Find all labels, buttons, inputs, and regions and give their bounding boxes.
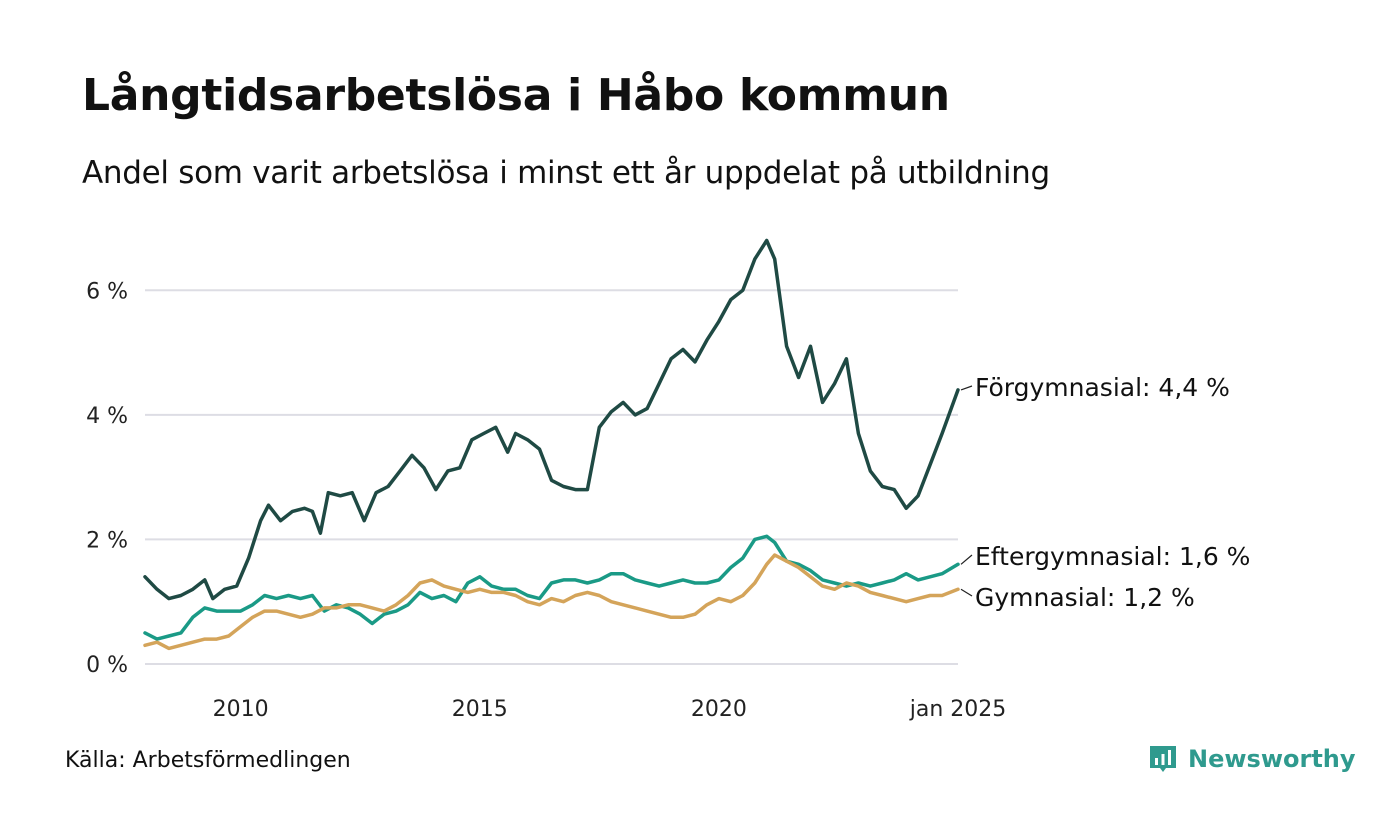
series-line [143,238,960,601]
x-tick-label: 2020 [691,697,747,722]
series-line [143,534,960,641]
newsworthy-logo-icon [1150,746,1176,772]
chart-title: Långtidsarbetslösa i Håbo kommun [82,70,950,121]
newsworthy-logo-text: Newsworthy [1188,745,1356,773]
series-end-label: Förgymnasial: 4,4 % [975,373,1230,402]
label-leader-line [960,385,973,391]
series-line [143,553,960,651]
x-tick-label: 2010 [213,697,269,722]
y-tick-label: 6 % [86,279,128,304]
series-end-label: Gymnasial: 1,2 % [975,583,1195,612]
label-leader-line [960,588,973,597]
y-tick-label: 4 % [86,404,128,429]
chart-subtitle: Andel som varit arbetslösa i minst ett å… [82,155,1050,191]
line-chart: 0 % 2 % 4 % 6 % 2010 2015 2020 jan 2025 Förgymna… [86,238,1250,722]
newsworthy-logo: Newsworthy [1148,744,1356,774]
x-tick-label: 2015 [452,697,508,722]
source-note: Källa: Arbetsförmedlingen [65,748,351,773]
label-leader-line [960,554,973,565]
y-tick-label: 2 % [86,528,128,553]
y-tick-label: 0 % [86,653,128,678]
x-tick-label: jan 2025 [909,697,1007,722]
series-end-label: Eftergymnasial: 1,6 % [975,542,1250,571]
